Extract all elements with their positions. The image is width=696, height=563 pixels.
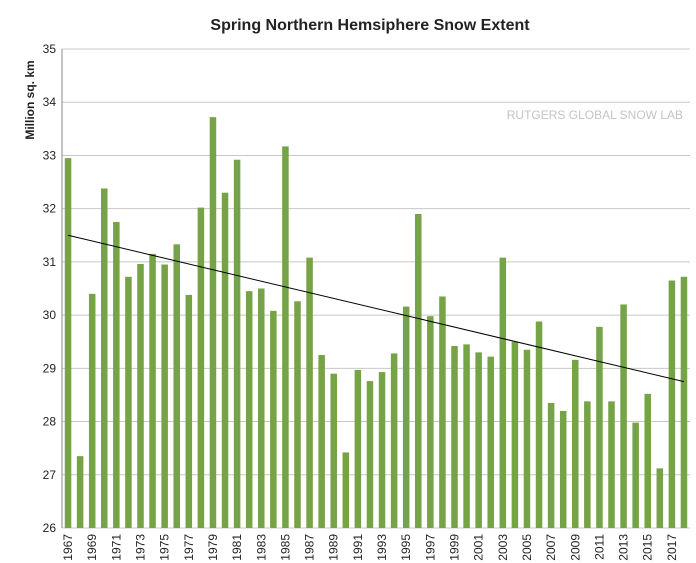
x-tick-label: 1989 (327, 534, 341, 561)
bar (88, 293, 96, 528)
bar (330, 373, 337, 528)
bar (535, 321, 543, 528)
bar (185, 294, 193, 528)
x-tick-label: 1993 (375, 534, 389, 561)
bar (668, 280, 676, 528)
bar (644, 393, 651, 528)
bar (197, 207, 205, 528)
x-tick-label: 1969 (85, 534, 99, 561)
x-tick-label: 1977 (182, 534, 196, 561)
x-tick-label: 1983 (254, 534, 268, 561)
x-tick-label: 1999 (448, 534, 462, 561)
bar (306, 257, 313, 528)
bar (402, 306, 410, 528)
bar (547, 402, 555, 528)
x-tick-label: 1967 (61, 534, 75, 561)
x-tick-label: 1987 (303, 534, 317, 561)
x-tick-label: 2013 (617, 534, 631, 561)
x-tick-label: 1979 (206, 534, 220, 561)
bar (487, 356, 494, 528)
bar (656, 468, 664, 528)
y-tick-label: 29 (43, 361, 57, 375)
bar (499, 257, 507, 528)
bar (632, 422, 639, 528)
bar (149, 253, 156, 528)
trend-line (67, 234, 685, 383)
bar (427, 316, 434, 528)
bar (233, 159, 241, 529)
bar (523, 349, 531, 528)
y-axis-label: Million sq. km (23, 60, 37, 139)
bar (270, 310, 277, 528)
bar (209, 117, 217, 528)
y-tick-label: 32 (43, 202, 57, 216)
x-tick-label: 1971 (109, 534, 123, 561)
x-tick-label: 1973 (134, 534, 148, 561)
bar (258, 288, 265, 528)
bar (608, 401, 615, 528)
y-tick-label: 26 (43, 521, 57, 535)
bar (318, 355, 325, 528)
bar (101, 188, 108, 529)
x-tick-label: 2003 (496, 534, 510, 561)
bar (390, 353, 398, 528)
bar (475, 352, 482, 528)
bar (680, 276, 688, 528)
bar (559, 410, 567, 528)
bar (282, 146, 289, 528)
bar (584, 401, 591, 528)
x-tick-label: 1985 (278, 534, 292, 561)
bar (173, 244, 180, 528)
y-tick-label: 30 (43, 308, 57, 322)
bar (137, 264, 144, 528)
bar (245, 291, 253, 528)
bar (113, 221, 120, 528)
bar (354, 369, 362, 528)
annotation: RUTGERS GLOBAL SNOW LAB (507, 108, 683, 122)
x-tick-label: 1995 (399, 534, 413, 561)
bar (415, 213, 422, 528)
bar (451, 345, 458, 528)
bar (161, 264, 168, 528)
bar (463, 344, 470, 528)
y-tick-label: 33 (43, 148, 57, 162)
x-tick-label: 1997 (423, 534, 437, 561)
x-tick-label: 1981 (230, 534, 244, 561)
y-tick-label: 27 (43, 468, 57, 482)
bar (596, 326, 603, 528)
x-tick-label: 2007 (544, 534, 558, 561)
x-tick-label: 2011 (592, 534, 606, 560)
x-tick-label: 2001 (472, 534, 486, 561)
bar (294, 301, 301, 528)
bar (572, 359, 579, 528)
x-tick-label: 1975 (158, 534, 172, 561)
x-tick-label: 1991 (351, 534, 365, 561)
bar (76, 456, 84, 528)
chart-title: Spring Northern Hemsiphere Snow Extent (210, 17, 530, 34)
y-tick-label: 31 (43, 255, 57, 269)
y-tick-label: 35 (43, 42, 57, 56)
x-tick-label: 2015 (641, 534, 655, 561)
x-tick-label: 2009 (568, 534, 582, 561)
y-tick-label: 34 (43, 95, 57, 109)
bar (342, 452, 350, 528)
bar (439, 296, 446, 528)
bar (125, 276, 132, 528)
bar (511, 341, 519, 528)
bar (64, 158, 72, 528)
bar (221, 192, 229, 528)
bar (620, 304, 627, 528)
bar (366, 381, 374, 528)
y-tick-label: 28 (43, 415, 57, 429)
x-tick-label: 2017 (665, 534, 679, 561)
bar (378, 372, 386, 528)
x-tick-label: 2005 (520, 534, 534, 561)
